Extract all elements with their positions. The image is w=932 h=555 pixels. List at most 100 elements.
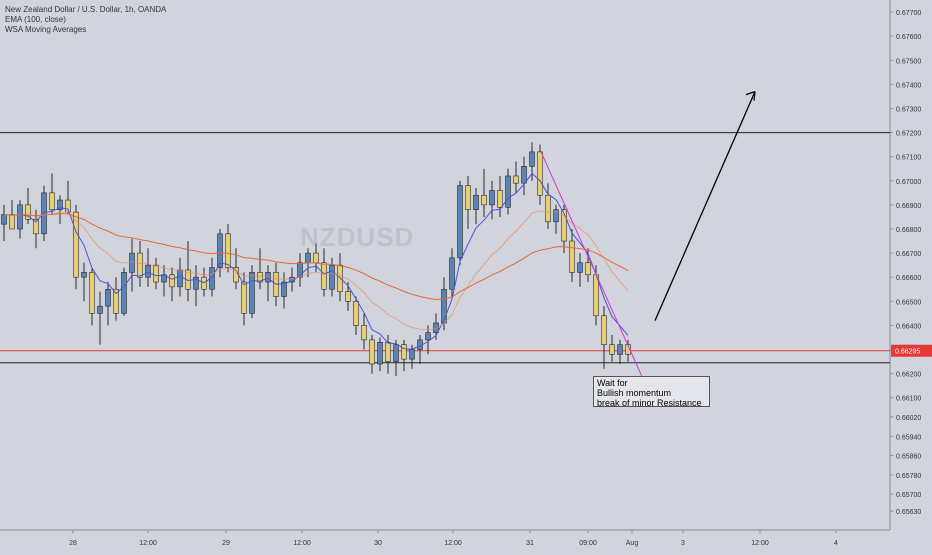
price-tick-label: 0.65860: [896, 454, 921, 461]
candle-body: [409, 349, 415, 360]
candle-body: [505, 175, 511, 208]
price-tick-label: 0.66400: [896, 323, 921, 330]
candle-body: [569, 240, 575, 273]
candle-body: [465, 185, 471, 211]
projection-arrow-line: [654, 91, 756, 321]
time-tick-label: 4: [834, 540, 838, 547]
price-tick-label: 0.67000: [896, 179, 921, 186]
candle-body: [609, 344, 615, 355]
candle-body: [177, 269, 183, 288]
last-price-badge: [891, 344, 932, 357]
candle-body: [57, 199, 63, 211]
candle-body: [537, 151, 543, 196]
time-tick-label: Aug: [626, 540, 639, 547]
time-tick-label: 09:00: [579, 540, 597, 547]
price-tick-label: 0.67400: [896, 82, 921, 89]
time-tick-label: 29: [222, 540, 230, 547]
candle-body: [433, 322, 439, 333]
candle-body: [401, 344, 407, 360]
symbol-watermark: NZDUSD: [300, 222, 415, 252]
price-tick-label: 0.66600: [896, 275, 921, 282]
price-tick-label: 0.67200: [896, 131, 921, 138]
annotation-line-1: Wait for: [597, 378, 628, 388]
candle-body: [161, 274, 167, 283]
annotation-note[interactable]: Wait for Bullish momentum break of minor…: [593, 376, 710, 408]
price-tick-label: 0.66200: [896, 372, 921, 379]
time-tick-label: 12:00: [293, 540, 311, 547]
candle-body: [153, 264, 159, 283]
candle-body: [361, 325, 367, 341]
last-price-label: 0.66295: [895, 349, 920, 356]
candle-body: [113, 288, 119, 314]
candle-body: [617, 344, 623, 355]
candle-body: [457, 185, 463, 259]
candle-body: [553, 209, 559, 223]
candle-body: [345, 291, 351, 302]
time-tick-label: 30: [374, 540, 382, 547]
candle-body: [17, 204, 23, 230]
candle-body: [33, 219, 39, 235]
candle-body: [193, 276, 199, 290]
candle-body: [521, 166, 527, 184]
candle-body: [425, 332, 431, 341]
projection-arrow-head: [745, 90, 756, 101]
price-tick-label: 0.66800: [896, 227, 921, 234]
candle-body: [329, 264, 335, 290]
price-tick-label: 0.67300: [896, 106, 921, 113]
annotation-line-2: Bullish momentum: [597, 388, 672, 398]
candle-body: [513, 175, 519, 184]
candle-body: [9, 214, 15, 230]
candle-body: [529, 151, 535, 167]
price-tick-label: 0.65780: [896, 473, 921, 480]
candle-body: [313, 252, 319, 264]
price-tick-label: 0.67100: [896, 155, 921, 162]
candle-body: [209, 267, 215, 290]
chart-legend: New Zealand Dollar / U.S. Dollar, 1h, OA…: [5, 5, 166, 35]
candle-body: [385, 341, 391, 362]
candle-body: [129, 252, 135, 273]
candle-body: [89, 272, 95, 314]
candle-body: [97, 305, 103, 314]
candle-body: [105, 288, 111, 307]
candle-body: [265, 272, 271, 283]
candle-body: [497, 190, 503, 208]
ema-100-line: [3, 213, 629, 301]
candle-body: [601, 315, 607, 345]
candle-body: [449, 257, 455, 290]
candle-body: [81, 272, 87, 278]
indicator-ema-label[interactable]: EMA (100, close): [5, 15, 66, 24]
candle-body: [489, 190, 495, 206]
descending-trendline: [540, 151, 646, 384]
price-tick-label: 0.67700: [896, 10, 921, 17]
candle-body: [473, 194, 479, 211]
candle-body: [321, 262, 327, 290]
time-tick-label: 3: [681, 540, 685, 547]
candle-body: [545, 194, 551, 223]
price-tick-label: 0.65630: [896, 509, 921, 516]
fast-moving-average-line: [19, 172, 629, 350]
candle-body: [121, 272, 127, 314]
candle-body: [25, 204, 31, 220]
candle-body: [137, 252, 143, 278]
candle-body: [49, 192, 55, 211]
candle-body: [217, 233, 223, 268]
candle-body: [145, 264, 151, 278]
candle-body: [257, 272, 263, 283]
price-tick-label: 0.65700: [896, 492, 921, 499]
candle-body: [281, 281, 287, 297]
annotation-line-3: break of minor Resistance: [597, 398, 702, 408]
candle-body: [225, 233, 231, 268]
slow-moving-average-line: [35, 210, 629, 331]
price-tick-label: 0.67500: [896, 58, 921, 65]
candle-body: [393, 344, 399, 362]
time-tick-label: 31: [526, 540, 534, 547]
candle-body: [353, 301, 359, 326]
candle-body: [41, 192, 47, 235]
price-tick-label: 0.66100: [896, 396, 921, 403]
candle-body: [305, 252, 311, 264]
indicator-wsa-label[interactable]: WSA Moving Averages: [5, 25, 87, 34]
candle-body: [249, 272, 255, 314]
candle-body: [481, 194, 487, 206]
